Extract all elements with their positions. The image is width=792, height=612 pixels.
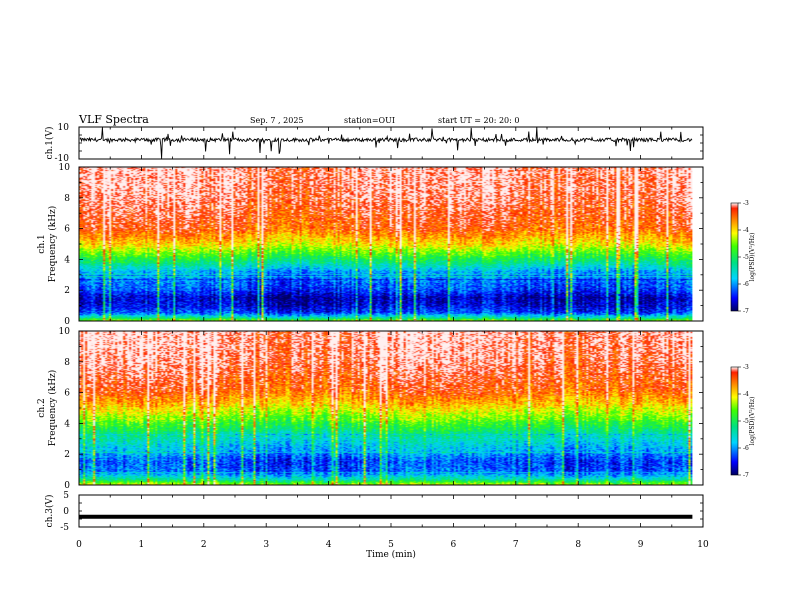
y-tick-label: 6 [64,225,70,235]
ch3-frame [78,494,704,528]
ch2-spectrogram-ylabel-line2: Frequency (kHz) [47,370,58,447]
ch2-spectrogram-ylabel-line1: ch.2 [37,398,47,417]
y-tick-label: 4 [64,255,70,265]
x-tick-label: 8 [575,540,581,550]
y-tick-label: 8 [64,358,70,368]
colorbar-tick-label: -3 [743,364,749,371]
ch2-spectrogram-ylabel: ch.2 Frequency (kHz) [37,370,58,447]
colorbar-tick-label: -4 [743,227,749,234]
colorbar-tick-label: -7 [743,308,749,315]
y-tick-label: 2 [64,286,70,296]
ch1-waveform-ylabel: ch.1(V) [44,127,55,160]
x-tick-label: 4 [326,540,332,550]
y-tick-label: 10 [59,163,71,173]
ch2-spectrogram-image [79,331,693,485]
ch3-ytick-zero: 0 [63,507,69,517]
x-tick-label: 1 [139,540,145,550]
date-label: Sep. 7 , 2025 [250,116,304,125]
y-tick-label: 2 [64,450,70,460]
ch1-spectrogram-ylabel-line1: ch.1 [37,234,47,253]
ch1-spectrogram-ylabel-line2: Frequency (kHz) [47,206,58,283]
ch1-waveform-panel: 10 -10 ch.1(V) [44,123,704,164]
ch1-colorbar-label: log(PSD)(V²/Hz) [749,233,756,282]
y-tick-label: 6 [64,389,70,399]
y-tick-label: 0 [64,317,70,327]
x-tick-label: 10 [697,540,709,550]
x-tick-label: 3 [263,540,269,550]
colorbar-tick-label: -6 [743,445,749,452]
station-label: station=OUI [344,116,395,125]
start-time-label: start UT = 20: 20: 0 [438,116,519,125]
colorbar-tick-label: -4 [743,391,749,398]
time-axis-label: Time (min) [366,549,416,560]
colorbar-tick-label: -5 [743,254,749,261]
ch1-spectrogram-image [79,167,693,321]
ch3-ytick-max: 5 [63,491,69,501]
x-tick-label: 0 [76,540,82,550]
x-tick-label: 7 [513,540,519,550]
time-axis: 0 1 2 3 4 5 6 7 8 9 10 [76,126,709,550]
ch3-ylabel: ch.3(V) [44,495,55,528]
ch1-spectrogram-ylabel: ch.1 Frequency (kHz) [37,206,58,283]
x-tick-label: 5 [388,540,394,550]
ch3-ytick-min: -5 [60,523,69,533]
y-tick-label: 0 [64,481,70,491]
colorbar-tick-label: -7 [743,472,749,479]
ch1-ytick-min: -10 [55,154,70,164]
ch1-ytick-max: 10 [58,123,70,133]
colorbar-tick-label: -3 [743,200,749,207]
ch1-colorbar [730,202,739,312]
x-tick-label: 2 [201,540,207,550]
colorbar-tick-label: -6 [743,281,749,288]
x-tick-label: 9 [638,540,644,550]
ch3-panel: 5 0 -5 ch.3(V) [44,491,704,533]
y-tick-label: 8 [64,194,70,204]
y-tick-label: 4 [64,419,70,429]
y-tick-label: 10 [59,327,71,337]
ch1-waveform-trace [79,127,693,159]
ch2-colorbar [730,366,739,476]
ch1-waveform-frame [78,126,704,160]
colorbar-tick-label: -5 [743,418,749,425]
ch2-colorbar-label: log(PSD)(V²/Hz) [749,397,756,446]
x-tick-label: 6 [451,540,457,550]
figure-title: VLF Spectra [78,113,149,126]
